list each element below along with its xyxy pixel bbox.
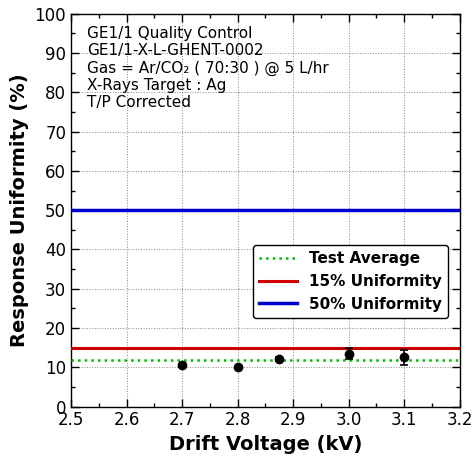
Legend: Test Average, 15% Uniformity, 50% Uniformity: Test Average, 15% Uniformity, 50% Unifor… [253, 245, 448, 318]
Y-axis label: Response Uniformity (%): Response Uniformity (%) [10, 73, 29, 347]
Text: GE1/1 Quality Control
GE1/1-X-L-GHENT-0002
Gas = Ar/CO₂ ( 70:30 ) @ 5 L/hr
X-Ray: GE1/1 Quality Control GE1/1-X-L-GHENT-00… [87, 25, 328, 110]
X-axis label: Drift Voltage (kV): Drift Voltage (kV) [169, 435, 362, 454]
